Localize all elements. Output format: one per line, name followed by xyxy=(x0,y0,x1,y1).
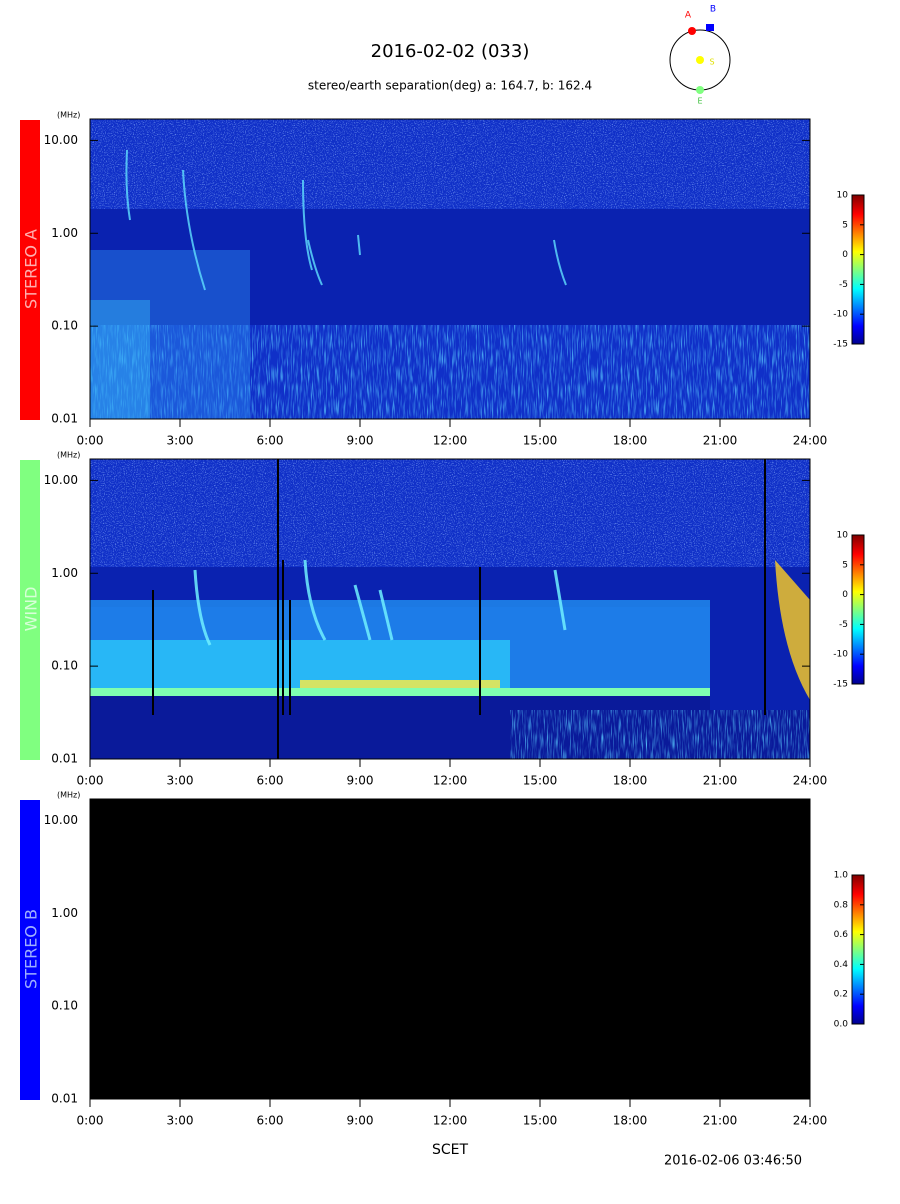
panel-bar xyxy=(20,800,40,1100)
x-tick-label: 12:00 xyxy=(433,1114,468,1128)
panel-label: WIND xyxy=(22,587,41,632)
x-tick-label: 21:00 xyxy=(703,1114,738,1128)
x-axis-title: SCET xyxy=(432,1142,469,1158)
colorbar-tick-label: -10 xyxy=(833,650,848,660)
colorbar-tick-label: 0.8 xyxy=(834,900,849,910)
y-tick-label: 0.01 xyxy=(51,752,78,766)
y-unit: (MHz) xyxy=(57,111,80,120)
x-tick-label: 9:00 xyxy=(347,774,374,788)
colorbar-tick-label: 0.4 xyxy=(834,960,849,970)
y-tick-label: 10.00 xyxy=(44,813,78,827)
y-tick-label: 1.00 xyxy=(51,906,78,920)
colorbar xyxy=(851,534,865,685)
stereo-a-dot xyxy=(688,27,696,35)
sun-dot xyxy=(696,56,704,64)
x-tick-label: 6:00 xyxy=(257,1114,284,1128)
panel-label: STEREO A xyxy=(22,229,41,309)
x-tick-label: 3:00 xyxy=(167,774,194,788)
x-tick-label: 9:00 xyxy=(347,434,374,448)
y-tick-label: 0.01 xyxy=(51,412,78,426)
colorbar-tick-label: -15 xyxy=(833,340,848,350)
x-tick-label: 12:00 xyxy=(433,434,468,448)
colorbar-tick-label: -15 xyxy=(833,680,848,690)
x-tick-label: 0:00 xyxy=(77,1114,104,1128)
y-tick-label: 10.00 xyxy=(44,473,78,487)
colorbar-tick-label: 10 xyxy=(837,191,849,201)
x-tick-label: 24:00 xyxy=(793,1114,828,1128)
x-tick-label: 12:00 xyxy=(433,774,468,788)
x-tick-label: 18:00 xyxy=(613,1114,648,1128)
y-tick-label: 10.00 xyxy=(44,133,78,147)
y-tick-label: 1.00 xyxy=(51,566,78,580)
x-tick-label: 24:00 xyxy=(793,774,828,788)
colorbar-tick-label: 0.0 xyxy=(834,1020,849,1030)
y-tick-label: 0.10 xyxy=(51,659,78,673)
colorbar-tick-label: 1.0 xyxy=(834,871,849,881)
orbit-label: B xyxy=(710,5,716,15)
spectrogram-image xyxy=(90,459,810,759)
orbit-label: E xyxy=(697,97,702,106)
x-tick-label: 6:00 xyxy=(257,774,284,788)
panel-bar xyxy=(20,120,40,420)
colorbar-tick-label: 0.6 xyxy=(834,930,849,940)
orbit-diagram: A B S E xyxy=(669,5,731,106)
colorbar-tick-label: -5 xyxy=(839,280,848,290)
spectrogram-image xyxy=(90,119,810,419)
panel-bar xyxy=(20,460,40,760)
x-tick-label: 15:00 xyxy=(523,1114,558,1128)
colorbar-tick-label: -5 xyxy=(839,620,848,630)
colorbar-tick-label: 0.2 xyxy=(834,990,848,1000)
x-tick-label: 6:00 xyxy=(257,434,284,448)
stereo-b-dot xyxy=(706,24,714,31)
x-tick-label: 0:00 xyxy=(77,434,104,448)
y-tick-label: 0.01 xyxy=(51,1092,78,1106)
y-unit: (MHz) xyxy=(57,451,80,460)
x-tick-label: 18:00 xyxy=(613,434,648,448)
x-tick-label: 3:00 xyxy=(167,434,194,448)
x-tick-label: 15:00 xyxy=(523,774,558,788)
colorbar-tick-label: 5 xyxy=(842,220,848,230)
title: 2016-02-02 (033) xyxy=(371,41,530,62)
x-tick-label: 15:00 xyxy=(523,434,558,448)
colorbar-tick-label: 10 xyxy=(837,531,849,541)
colorbar xyxy=(851,874,865,1025)
x-tick-label: 0:00 xyxy=(77,774,104,788)
panel-label: STEREO B xyxy=(22,909,41,989)
y-unit: (MHz) xyxy=(57,791,80,800)
orbit-label: A xyxy=(685,11,692,21)
colorbar-tick-label: 0 xyxy=(842,590,848,600)
colorbar-tick-label: 0 xyxy=(842,250,848,260)
colorbar-tick-label: -10 xyxy=(833,310,848,320)
orbit-label: S xyxy=(709,58,714,67)
timestamp: 2016-02-06 03:46:50 xyxy=(664,1154,802,1169)
earth-dot xyxy=(696,86,704,94)
colorbar xyxy=(851,194,865,345)
subtitle: stereo/earth separation(deg) a: 164.7, b… xyxy=(308,79,592,93)
spectrogram-image xyxy=(90,799,810,1099)
colorbar-tick-label: 5 xyxy=(842,560,848,570)
x-tick-label: 3:00 xyxy=(167,1114,194,1128)
y-tick-label: 1.00 xyxy=(51,226,78,240)
x-tick-label: 21:00 xyxy=(703,434,738,448)
x-tick-label: 18:00 xyxy=(613,774,648,788)
x-tick-label: 9:00 xyxy=(347,1114,374,1128)
x-tick-label: 21:00 xyxy=(703,774,738,788)
y-tick-label: 0.10 xyxy=(51,999,78,1013)
y-tick-label: 0.10 xyxy=(51,319,78,333)
x-tick-label: 24:00 xyxy=(793,434,828,448)
